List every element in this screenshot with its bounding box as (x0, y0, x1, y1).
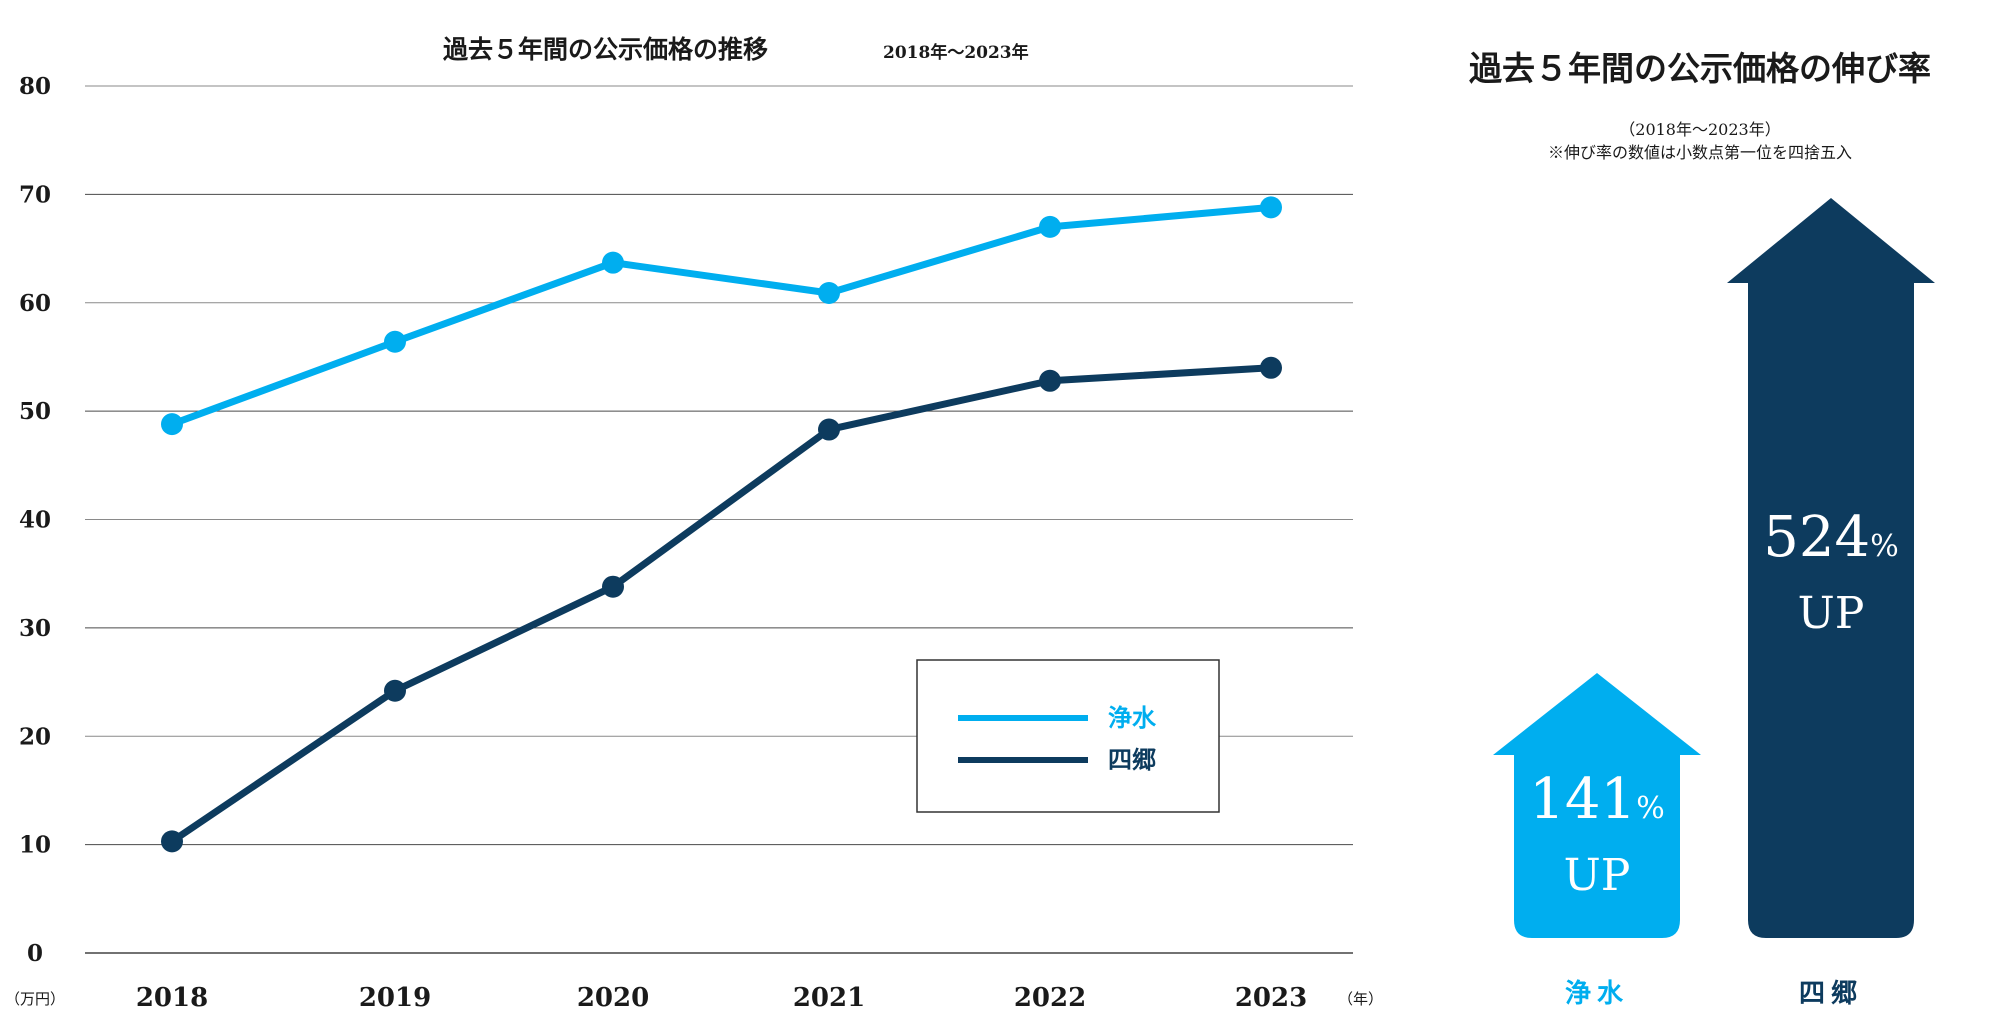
legend: 浄水 四郷 (916, 659, 1220, 813)
y-tick-label: 60 (19, 290, 51, 317)
x-unit-label: （年） (1338, 990, 1383, 1008)
y-tick-label: 50 (19, 398, 51, 425)
growth-title: 過去５年間の公示価格の伸び率 (1469, 49, 1931, 88)
x-tick-label: 2018 (136, 983, 208, 1013)
y-tick-label: 70 (19, 181, 51, 208)
y-tick-label: 0 (27, 940, 43, 967)
data-point-0 (1039, 215, 1061, 238)
line-chart-title: 過去５年間の公示価格の推移 (443, 35, 768, 64)
growth-subtitle: （2018年～2023年） (1619, 120, 1780, 139)
growth-up-label: UP (1798, 588, 1865, 639)
y-tick-label: 80 (19, 73, 51, 100)
series-layer (161, 196, 1282, 853)
growth-arrows: 141% UP 浄水 524% UP 四郷 (1493, 198, 1935, 1009)
growth-note: ※伸び率の数値は小数点第一位を四捨五入 (1548, 143, 1852, 162)
growth-value: 524% (1763, 505, 1898, 570)
grid-lines (85, 85, 1353, 954)
data-point-1 (384, 679, 406, 702)
data-point-0 (818, 281, 840, 304)
data-point-1 (161, 830, 183, 853)
y-tick-label: 30 (19, 615, 51, 642)
growth-arrow-1 (1727, 198, 1935, 938)
y-tick-labels: 0 10 20 30 40 50 60 70 80 (19, 73, 51, 967)
x-tick-label: 2023 (1235, 983, 1307, 1013)
x-tick-label: 2020 (577, 983, 649, 1013)
series-line-0 (168, 203, 1275, 428)
data-point-1 (602, 575, 624, 598)
series-line-1 (168, 364, 1275, 845)
data-point-1 (1039, 369, 1061, 392)
growth-category-label: 浄水 (1565, 979, 1629, 1009)
x-tick-label: 2022 (1014, 983, 1086, 1013)
growth-up-label: UP (1564, 850, 1631, 901)
data-point-0 (384, 330, 406, 353)
legend-label-yokkaichi: 四郷 (1108, 745, 1156, 774)
y-tick-label: 10 (19, 832, 51, 859)
growth-category-label: 四郷 (1799, 979, 1863, 1009)
data-point-0 (602, 251, 624, 274)
data-point-0 (161, 413, 183, 436)
line-chart-subtitle: 2018年～2023年 (883, 42, 1029, 63)
x-tick-label: 2021 (793, 983, 865, 1013)
data-point-1 (1260, 356, 1282, 379)
legend-box (916, 659, 1220, 813)
legend-label-jousui: 浄水 (1108, 703, 1157, 732)
growth-arrow-0 (1493, 673, 1701, 938)
data-point-1 (818, 418, 840, 441)
y-tick-label: 40 (19, 507, 51, 534)
y-unit-label: （万円） (5, 990, 65, 1008)
data-point-0 (1260, 196, 1282, 219)
x-tick-label: 2019 (359, 983, 431, 1013)
x-tick-labels: 2018 2019 2020 2021 2022 2023 (136, 983, 1307, 1013)
y-tick-label: 20 (19, 723, 51, 750)
growth-value: 141% (1529, 767, 1664, 832)
